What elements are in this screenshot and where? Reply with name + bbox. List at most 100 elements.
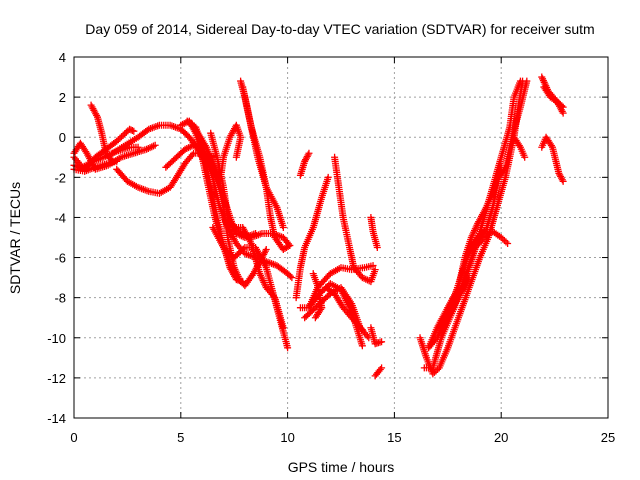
y-tick-label: -4 xyxy=(54,210,66,225)
series-arc17 xyxy=(209,223,292,352)
series-arc24 xyxy=(322,284,366,334)
data-point xyxy=(237,278,245,286)
data-point xyxy=(305,149,313,157)
data-point xyxy=(515,142,523,150)
data-point xyxy=(465,274,473,282)
data-point xyxy=(504,240,512,248)
data-point xyxy=(151,141,159,149)
data-point xyxy=(188,151,196,159)
data-point xyxy=(357,324,365,332)
data-point xyxy=(369,262,377,270)
data-point xyxy=(284,344,292,352)
series-arc6 xyxy=(113,149,219,197)
x-tick-label: 15 xyxy=(387,430,401,445)
data-point xyxy=(113,157,121,165)
x-tick-label: 5 xyxy=(177,430,184,445)
series-arc29 xyxy=(371,364,386,380)
series-arc28 xyxy=(367,324,386,348)
data-point xyxy=(284,243,292,251)
data-point xyxy=(516,77,524,85)
data-point xyxy=(304,151,312,159)
data-point xyxy=(121,130,129,138)
data-point xyxy=(559,177,567,185)
series-arc20 xyxy=(292,173,332,302)
data-point xyxy=(239,245,247,253)
data-point xyxy=(269,292,277,300)
data-point xyxy=(378,364,386,372)
data-point xyxy=(358,342,366,350)
data-point xyxy=(523,77,531,85)
data-point xyxy=(286,272,294,280)
series-arc18 xyxy=(230,223,287,332)
y-tick-label: -12 xyxy=(47,371,66,386)
data-point xyxy=(279,324,287,332)
data-point xyxy=(119,131,127,139)
grid-lines xyxy=(74,57,608,418)
data-point xyxy=(558,176,566,184)
data-point xyxy=(128,127,136,135)
y-tick-label: -2 xyxy=(54,170,66,185)
x-tick-label: 20 xyxy=(494,430,508,445)
chart-title: Day 059 of 2014, Sidereal Day-to-day VTE… xyxy=(85,21,594,37)
series-arc40 xyxy=(510,133,529,161)
y-tick-label: 0 xyxy=(59,130,66,145)
data-point xyxy=(373,244,381,252)
series-arc4 xyxy=(87,101,116,165)
series-arc27 xyxy=(367,213,381,252)
x-tick-label: 25 xyxy=(601,430,615,445)
x-tick-label: 10 xyxy=(280,430,294,445)
x-tick-label: 0 xyxy=(70,430,77,445)
data-point xyxy=(559,103,567,111)
data-point xyxy=(500,237,508,245)
data-point xyxy=(378,338,386,346)
data-point xyxy=(502,238,510,246)
data-point xyxy=(432,367,440,375)
y-axis-label: SDTVAR / TECUs xyxy=(7,182,23,294)
data-point xyxy=(122,128,130,136)
series-arc38 xyxy=(540,83,567,111)
y-tick-label: 4 xyxy=(59,50,66,65)
data-markers xyxy=(70,73,567,380)
x-axis-label: GPS time / hours xyxy=(288,459,395,475)
series-arc39 xyxy=(538,133,567,185)
series-arc25 xyxy=(331,153,379,286)
data-point xyxy=(558,102,566,110)
y-tick-label: -6 xyxy=(54,251,66,266)
data-point xyxy=(547,142,555,150)
y-tick-labels: -14 -12 -10 -8 -6 -4 -2 0 2 4 xyxy=(47,50,66,426)
data-point xyxy=(130,127,138,135)
y-tick-label: -8 xyxy=(54,291,66,306)
data-point xyxy=(118,133,126,141)
plot-frame xyxy=(73,56,609,419)
data-point xyxy=(113,137,121,145)
data-point xyxy=(497,234,505,241)
series-arc26 xyxy=(309,270,326,322)
data-point xyxy=(521,153,529,161)
data-point xyxy=(232,153,240,161)
series-arc16 xyxy=(239,83,287,231)
data-point xyxy=(261,247,269,255)
data-point xyxy=(312,312,320,320)
data-point xyxy=(279,223,287,231)
data-point xyxy=(371,266,379,274)
data-point xyxy=(500,165,508,173)
data-point xyxy=(262,246,270,254)
data-point xyxy=(559,109,567,117)
series-arc36 xyxy=(440,274,473,332)
data-point xyxy=(324,173,332,181)
data-point xyxy=(430,368,438,376)
series-arc22 xyxy=(301,284,373,342)
tick-marks xyxy=(73,56,609,419)
data-point xyxy=(286,242,294,250)
data-point xyxy=(114,136,122,144)
data-point xyxy=(499,235,507,243)
series-arc35 xyxy=(465,77,531,252)
data-point xyxy=(434,365,442,373)
data-point xyxy=(252,229,260,237)
y-tick-label: 2 xyxy=(59,90,66,105)
y-tick-label: -14 xyxy=(47,411,66,426)
data-point xyxy=(288,274,296,282)
data-point xyxy=(358,326,366,334)
series-arc19 xyxy=(296,149,313,179)
